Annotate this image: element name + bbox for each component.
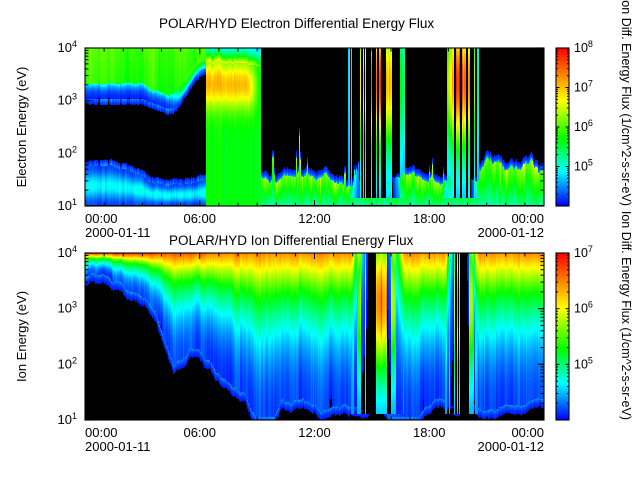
svg-text:2000-01-11: 2000-01-11	[85, 225, 151, 240]
svg-text:Electron Diff. Energy Flux (1/: Electron Diff. Energy Flux (1/cm^2-s-sr-…	[619, 0, 633, 206]
svg-text:12:00: 12:00	[298, 425, 331, 440]
svg-text:105: 105	[574, 355, 593, 371]
svg-text:103: 103	[58, 92, 77, 108]
svg-text:108: 108	[574, 39, 593, 55]
svg-text:102: 102	[58, 144, 77, 160]
svg-text:2000-01-11: 2000-01-11	[85, 439, 151, 454]
svg-text:2000-01-12: 2000-01-12	[478, 439, 545, 454]
svg-text:18:00: 18:00	[413, 425, 446, 440]
svg-text:00:00: 00:00	[511, 211, 544, 226]
svg-text:00:00: 00:00	[511, 425, 544, 440]
svg-text:101: 101	[58, 411, 77, 427]
svg-text:06:00: 06:00	[183, 211, 216, 226]
svg-text:107: 107	[574, 79, 593, 95]
svg-text:106: 106	[574, 118, 593, 134]
svg-text:104: 104	[58, 244, 77, 260]
svg-text:00:00: 00:00	[85, 425, 118, 440]
svg-text:102: 102	[58, 355, 77, 371]
svg-text:Ion Energy (eV): Ion Energy (eV)	[14, 291, 29, 382]
svg-text:18:00: 18:00	[413, 211, 446, 226]
svg-text:2000-01-12: 2000-01-12	[478, 225, 545, 240]
svg-text:12:00: 12:00	[298, 211, 331, 226]
svg-text:105: 105	[574, 158, 593, 174]
svg-text:Ion Diff. Energy Flux (1/cm^2-: Ion Diff. Energy Flux (1/cm^2-s-sr-eV)	[619, 211, 633, 420]
svg-text:107: 107	[574, 244, 593, 260]
svg-text:103: 103	[58, 300, 77, 316]
svg-text:104: 104	[58, 39, 77, 55]
svg-text:101: 101	[58, 197, 77, 213]
svg-text:106: 106	[574, 300, 593, 316]
svg-text:Electron Energy (eV): Electron Energy (eV)	[14, 67, 29, 188]
svg-text:00:00: 00:00	[85, 211, 118, 226]
svg-text:06:00: 06:00	[183, 425, 216, 440]
